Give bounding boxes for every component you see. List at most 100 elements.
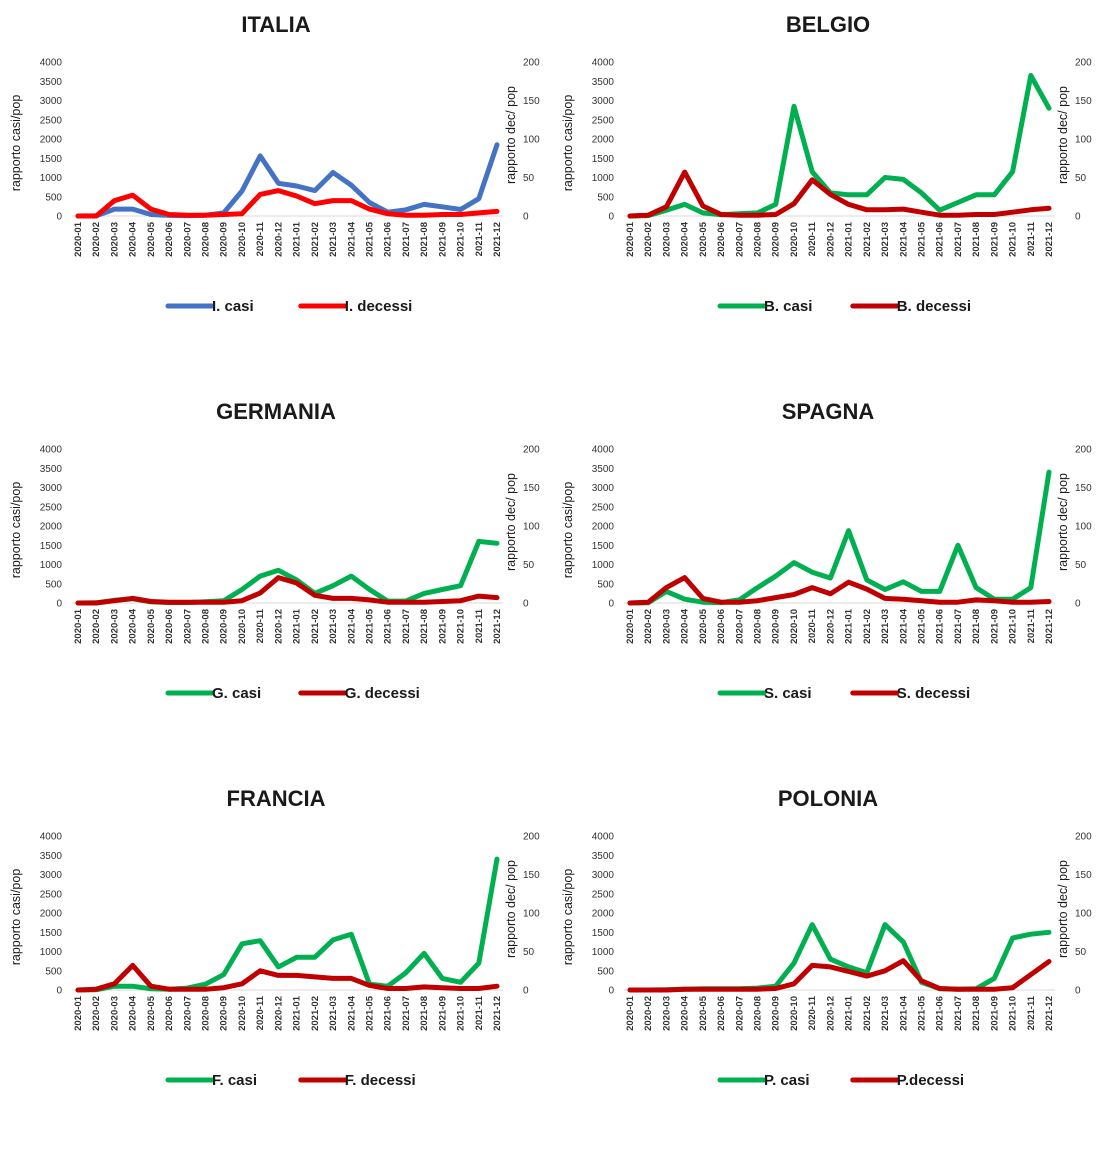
- x-tick-label: 2021-09: [989, 996, 1000, 1031]
- y-tick-label: 2500: [592, 115, 615, 126]
- y-tick-label: 1500: [592, 541, 615, 552]
- x-tick-label: 2021-11: [474, 995, 485, 1030]
- y-tick-label: 2500: [592, 502, 615, 513]
- legend-label: B. decessi: [897, 298, 971, 315]
- chart-svg: SPAGNA 0 500 1000 1500 2000 2500 3000 3500 4000 0 5…: [561, 399, 1092, 702]
- chart-germania: GERMANIA 0 500 1000 1500 2000 2500 3000 3500 4000…: [0, 387, 552, 774]
- x-tick-label: 2021-09: [437, 996, 448, 1031]
- x-tick-label: 2021-03: [328, 996, 339, 1031]
- x-tick-label: 2021-09: [437, 609, 448, 644]
- y-tick-label: 1500: [40, 541, 63, 552]
- x-tick-label: 2021-01: [844, 995, 855, 1031]
- y-tick-label: 4000: [40, 58, 63, 69]
- x-tick-label: 2020-03: [109, 996, 120, 1031]
- x-tick-label: 2020-11: [255, 221, 266, 256]
- y-tick-label: 2500: [40, 115, 63, 126]
- y-tick-label: 3000: [40, 483, 63, 494]
- y-tick-label: 4000: [40, 445, 63, 456]
- x-tick-label: 2021-05: [916, 995, 927, 1031]
- y-tick-label: 2000: [40, 522, 63, 533]
- x-tick-label: 2021-04: [898, 608, 909, 644]
- x-tick-label: 2021-01: [292, 608, 303, 644]
- y-tick-label: 1000: [592, 560, 615, 571]
- y2-tick-label: 150: [523, 870, 540, 881]
- x-tick-label: 2020-02: [91, 222, 102, 257]
- legend-label: G. casi: [212, 685, 261, 702]
- x-tick-label: 2020-07: [182, 609, 193, 644]
- series-line-decessi: [75, 188, 500, 219]
- y2-tick-label: 50: [1075, 173, 1087, 184]
- x-tick-label: 2020-10: [789, 222, 800, 257]
- x-tick-label: 2020-11: [807, 221, 818, 256]
- y-axis-label: rapporto casi/pop: [561, 482, 575, 579]
- x-tick-label: 2021-08: [971, 996, 982, 1031]
- x-tick-label: 2021-10: [456, 222, 467, 257]
- x-tick-label: 2020-04: [680, 995, 691, 1031]
- chart-italia: ITALIA 0 500 1000 1500 2000 2500 3000 3500 4000 0 5…: [0, 0, 552, 387]
- x-tick-label: 2021-04: [346, 221, 357, 257]
- x-tick-label: 2021-03: [328, 609, 339, 644]
- x-tick-label: 2021-09: [989, 609, 1000, 644]
- x-tick-label: 2021-03: [880, 222, 891, 257]
- x-tick-label: 2021-10: [1008, 996, 1019, 1031]
- series-line-decessi: [627, 169, 1052, 219]
- x-tick-label: 2021-03: [880, 609, 891, 644]
- y2-tick-label: 150: [523, 96, 540, 107]
- x-tick-label: 2021-07: [953, 222, 964, 257]
- y-tick-label: 3000: [592, 870, 615, 881]
- x-tick-label: 2020-01: [625, 995, 636, 1031]
- y2-tick-label: 50: [523, 947, 535, 958]
- legend-label: F. decessi: [345, 1072, 416, 1089]
- x-tick-label: 2020-04: [680, 608, 691, 644]
- x-tick-label: 2021-01: [292, 221, 303, 257]
- y2-axis-label: rapporto dec/ pop: [504, 860, 518, 958]
- x-tick-label: 2020-10: [789, 996, 800, 1031]
- y-tick-label: 2000: [40, 909, 63, 920]
- x-tick-label: 2021-08: [419, 996, 430, 1031]
- x-tick-label: 2021-11: [1026, 995, 1037, 1030]
- x-tick-label: 2021-02: [310, 609, 321, 644]
- x-tick-label: 2021-07: [401, 222, 412, 257]
- y-tick-label: 3500: [592, 77, 615, 88]
- y-tick-label: 3000: [40, 96, 63, 107]
- y-tick-label: 500: [45, 966, 62, 977]
- x-tick-label: 2020-11: [807, 995, 818, 1030]
- x-tick-label: 2020-12: [825, 996, 836, 1031]
- y-tick-label: 1000: [592, 947, 615, 958]
- y-tick-label: 2500: [40, 889, 63, 900]
- legend-label: B. casi: [764, 298, 812, 315]
- series-line-casi: [75, 142, 500, 219]
- y-tick-label: 500: [45, 192, 62, 203]
- y-tick-label: 2000: [40, 135, 63, 146]
- x-tick-label: 2020-08: [201, 222, 212, 257]
- legend-label: P. casi: [764, 1072, 810, 1089]
- x-tick-label: 2020-04: [128, 995, 139, 1031]
- x-tick-label: 2020-05: [698, 995, 709, 1031]
- y2-tick-label: 200: [1075, 832, 1092, 843]
- y2-tick-label: 0: [523, 212, 529, 223]
- x-tick-label: 2020-10: [237, 222, 248, 257]
- x-tick-label: 2020-05: [146, 608, 157, 644]
- chart-title: POLONIA: [778, 786, 878, 811]
- chart-belgio: BELGIO 0 500 1000 1500 2000 2500 3000 3500 4000 0 5…: [552, 0, 1104, 387]
- y-tick-label: 0: [56, 986, 62, 997]
- chart-spagna: SPAGNA 0 500 1000 1500 2000 2500 3000 3500 4000 0 5…: [552, 387, 1104, 774]
- x-tick-label: 2021-08: [971, 222, 982, 257]
- x-tick-label: 2021-03: [880, 996, 891, 1031]
- x-tick-label: 2020-05: [146, 221, 157, 257]
- y-tick-label: 3000: [592, 483, 615, 494]
- x-tick-label: 2020-12: [825, 609, 836, 644]
- y2-tick-label: 0: [1075, 986, 1081, 997]
- series-line-casi: [627, 73, 1052, 219]
- y2-tick-label: 200: [1075, 445, 1092, 456]
- x-tick-label: 2021-10: [456, 996, 467, 1031]
- legend-label: S. casi: [764, 685, 812, 702]
- y2-tick-label: 100: [523, 135, 540, 146]
- x-tick-label: 2020-03: [109, 222, 120, 257]
- x-tick-label: 2020-09: [219, 996, 230, 1031]
- x-tick-label: 2020-08: [753, 609, 764, 644]
- y-tick-label: 1000: [40, 173, 63, 184]
- x-tick-label: 2020-06: [164, 222, 175, 257]
- x-tick-label: 2020-02: [643, 996, 654, 1031]
- y-tick-label: 4000: [592, 832, 615, 843]
